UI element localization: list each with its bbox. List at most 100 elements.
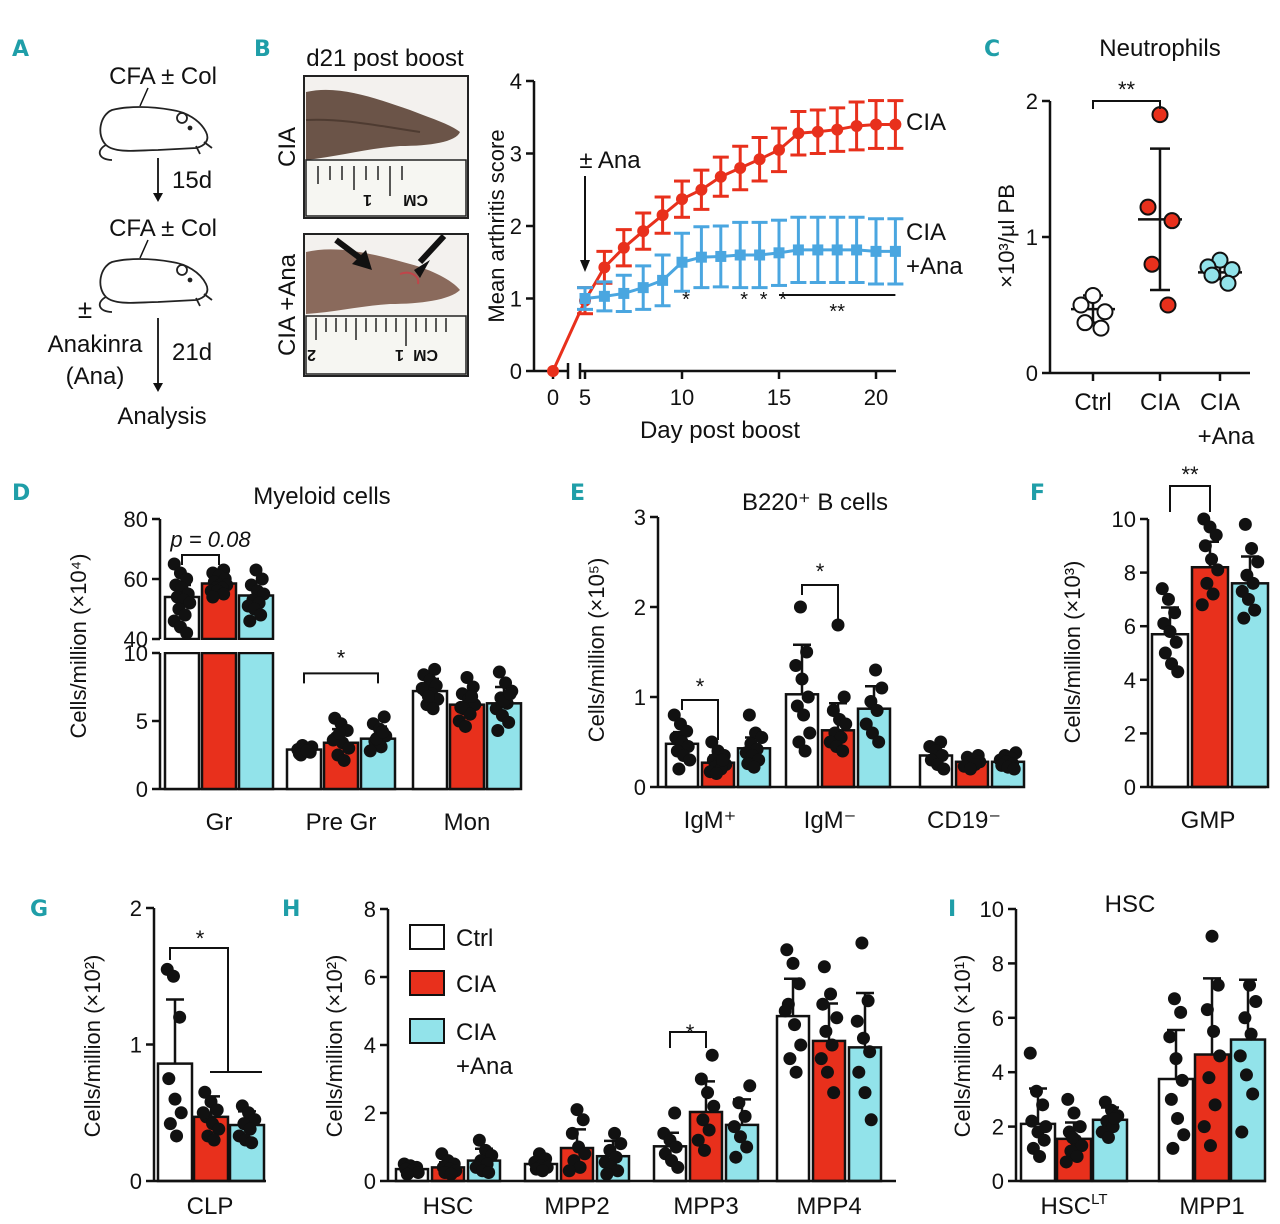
ruler-cm-1: CM [403, 191, 428, 208]
series-label-1: CIA [906, 219, 946, 246]
data-point [1143, 255, 1161, 273]
data-point [1174, 1005, 1188, 1019]
data-point [1158, 646, 1172, 660]
significance-bracket [801, 584, 839, 625]
y-tick-label: 0 [136, 777, 148, 802]
data-point [793, 600, 807, 614]
ruler-1 [305, 159, 467, 217]
data-point [850, 119, 863, 132]
data-point [1213, 1049, 1227, 1063]
data-point [400, 1167, 414, 1181]
mouse-icon-2 [98, 258, 213, 313]
y-tick-label: 0 [634, 775, 646, 800]
series-label-0: CIA [906, 109, 946, 136]
data-point [740, 1140, 754, 1154]
data-point [1092, 319, 1110, 337]
data-point [1211, 978, 1225, 992]
data-point [824, 987, 838, 1001]
y-tick-label: 10 [124, 641, 148, 666]
data-point [1246, 1087, 1260, 1101]
photo-cia: 1 CM [303, 75, 469, 219]
data-point [691, 1133, 705, 1147]
data-point [1206, 587, 1220, 601]
y-axis-label: Cells/million (×10²) [80, 955, 105, 1138]
data-point [1169, 1052, 1183, 1066]
injection-arrow-1 [139, 87, 149, 107]
legend-label-cia: CIA [456, 971, 496, 998]
data-point [801, 690, 815, 704]
data-point [1171, 1111, 1185, 1125]
data-point [1059, 1155, 1073, 1169]
data-point [598, 290, 610, 302]
data-point [421, 690, 435, 704]
y-tick-label: 80 [124, 507, 148, 532]
data-point [875, 681, 889, 695]
data-point [463, 707, 477, 721]
mouse-icon-1 [98, 106, 213, 161]
data-point [669, 1140, 683, 1154]
significance-bracket [681, 699, 719, 740]
data-point [1200, 576, 1214, 590]
data-point [1163, 212, 1181, 230]
data-point [1169, 635, 1183, 649]
legend-label-ctrl: Ctrl [456, 925, 493, 952]
data-point [1248, 603, 1262, 617]
bar-f-0-1 [1190, 565, 1230, 789]
legend-label-cia-ana-2: +Ana [456, 1053, 513, 1080]
data-point [795, 672, 809, 686]
data-point [817, 960, 831, 974]
data-point [178, 608, 192, 622]
data-point [1246, 576, 1260, 590]
data-point [858, 1086, 872, 1100]
data-point [1207, 1024, 1221, 1038]
x-tick-label: MPP3 [673, 1193, 738, 1220]
chart-title: HSC [1105, 891, 1156, 918]
data-point [672, 762, 686, 776]
data-point [773, 143, 785, 156]
axis-break-gap [200, 640, 238, 652]
chart-title: Neutrophils [1099, 35, 1220, 62]
data-point [166, 969, 180, 983]
data-point [573, 1160, 587, 1174]
data-point [454, 700, 468, 714]
ruler-ticks-2 [315, 318, 447, 346]
data-point [753, 153, 766, 166]
bar-lower-segment [237, 651, 275, 791]
data-point [697, 1143, 711, 1157]
data-point [831, 244, 843, 256]
data-point [792, 244, 804, 256]
data-point [1237, 611, 1251, 625]
x-tick-label: Ctrl [1074, 389, 1111, 416]
data-point [1108, 1111, 1122, 1125]
y-tick-label: 2 [130, 896, 142, 921]
data-point [1075, 1139, 1089, 1153]
data-point [1096, 303, 1114, 321]
y-tick-label: 2 [992, 1115, 1004, 1140]
y-tick-label: 2 [364, 1101, 376, 1126]
y-axis-label: Cells/million (×10³) [1060, 561, 1085, 744]
data-point [707, 1099, 721, 1113]
step1-label: CFA ± Col [109, 63, 217, 90]
data-point [245, 1136, 259, 1150]
data-point [1233, 1049, 1247, 1063]
x-tick-label: CD19⁻ [927, 807, 1001, 834]
panel-label-f: F [1030, 481, 1045, 506]
data-point [734, 249, 746, 261]
data-point [579, 293, 591, 304]
ruler-number-1: 1 [363, 191, 372, 208]
data-point [1025, 1114, 1039, 1128]
y-tick-label: 8 [1124, 561, 1136, 586]
data-point [1208, 1098, 1222, 1112]
pm-label: ± [78, 294, 92, 324]
data-point [1171, 665, 1185, 679]
data-point [576, 1113, 590, 1127]
y-tick-label: 0 [364, 1169, 376, 1194]
y-tick-label: 4 [1124, 668, 1136, 693]
data-point [426, 702, 440, 716]
data-point [816, 997, 830, 1011]
significance-marker: * [682, 289, 690, 311]
ruler-number-2: 2 [307, 346, 316, 363]
chart-g: 0 1 2 Cells/million (×10²) CLP * [80, 896, 266, 1220]
